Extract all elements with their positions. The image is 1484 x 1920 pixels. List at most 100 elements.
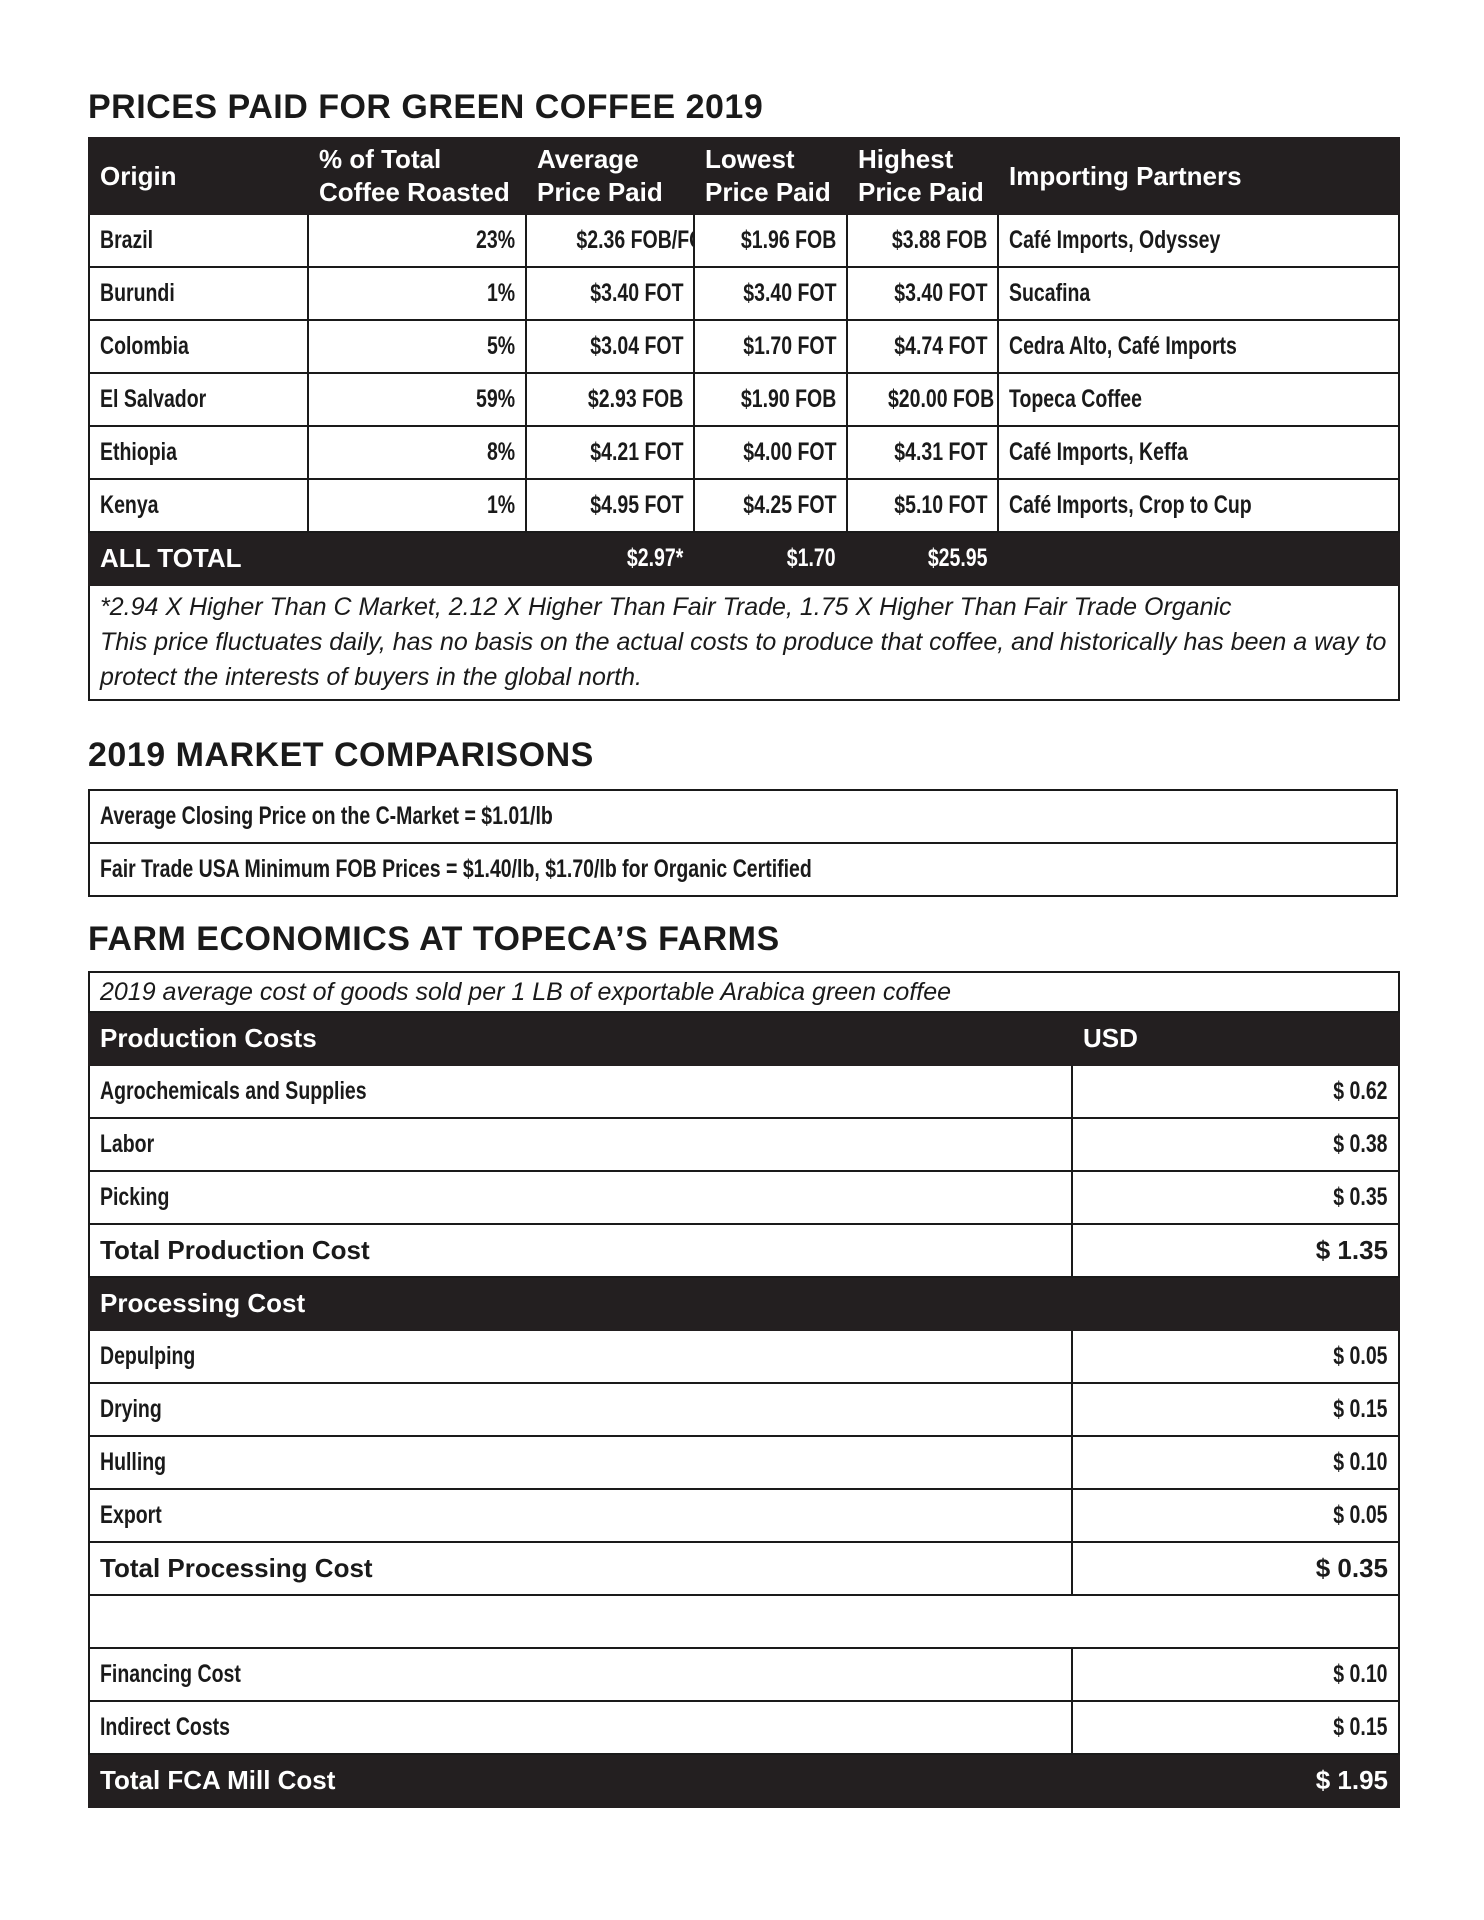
prices-header-row: Origin % of Total Coffee Roasted Average… <box>88 137 1400 215</box>
col-percent: % of Total Coffee Roasted <box>307 137 527 215</box>
cost-row: Labor $ 0.38 <box>88 1117 1400 1172</box>
price-cell: Cedra Alto, Café Imports <box>1009 332 1237 360</box>
price-cell: Café Imports, Odyssey <box>1009 226 1221 254</box>
price-row: Brazil 23% $2.36 FOB/FOT $1.96 FOB $3.88 FOB… <box>88 213 1400 268</box>
cost-value: $ 0.35 <box>1333 1183 1388 1211</box>
total-average: $2.97* <box>626 544 683 572</box>
price-cell: $3.40 FOT <box>589 279 683 307</box>
price-cell: 59% <box>475 385 515 413</box>
total-label: Total FCA Mill Cost <box>88 1753 1073 1808</box>
cost-label: Drying <box>100 1395 162 1423</box>
cost-value: $ 0.15 <box>1333 1713 1388 1741</box>
cost-value: $ 0.10 <box>1333 1448 1388 1476</box>
price-cell: $5.10 FOT <box>893 491 987 519</box>
price-cell: $2.93 FOB <box>587 385 683 413</box>
price-cell: 1% <box>486 491 515 519</box>
total-lowest: $1.70 <box>787 544 836 572</box>
total-label: Total Production Cost <box>88 1223 1073 1278</box>
cost-label: Depulping <box>100 1342 196 1370</box>
note-line: *2.94 X Higher Than C Market, 2.12 X Hig… <box>100 593 1232 621</box>
price-row: Ethiopia 8% $4.21 FOT $4.00 FOT $4.31 FOT Caf… <box>88 425 1400 480</box>
note-line: This price fluctuates daily, has no basi… <box>100 628 1387 691</box>
price-cell: $3.40 FOT <box>742 279 836 307</box>
price-cell: $1.90 FOB <box>740 385 836 413</box>
farm-subtitle: 2019 average cost of goods sold per 1 LB… <box>88 971 1400 1013</box>
price-cell: Café Imports, Crop to Cup <box>1009 491 1252 519</box>
price-cell: Colombia <box>100 332 189 360</box>
cost-label: Financing Cost <box>100 1660 241 1688</box>
price-cell: $1.96 FOB <box>740 226 836 254</box>
price-cell: Café Imports, Keffa <box>1009 438 1188 466</box>
total-label: ALL TOTAL <box>88 531 309 586</box>
total-value: $ 1.95 <box>1071 1753 1400 1808</box>
total-row: ALL TOTAL $2.97* $1.70 $25.95 <box>88 531 1400 586</box>
total-cost-row: Total Production Cost $ 1.35 <box>88 1223 1400 1278</box>
price-cell: 8% <box>486 438 515 466</box>
cost-label: Picking <box>100 1183 170 1211</box>
price-cell: $4.21 FOT <box>589 438 683 466</box>
total-cost-row: Total Processing Cost $ 0.35 <box>88 1541 1400 1596</box>
price-cell: $4.25 FOT <box>742 491 836 519</box>
farm-title: FARM ECONOMICS AT TOPECA’S FARMS <box>88 920 780 958</box>
price-cell: $3.40 FOT <box>893 279 987 307</box>
cost-row: Hulling $ 0.10 <box>88 1435 1400 1490</box>
price-cell: $3.88 FOB <box>891 226 987 254</box>
cost-value: $ 0.62 <box>1333 1077 1388 1105</box>
cost-label: Agrochemicals and Supplies <box>100 1077 367 1105</box>
market-row: Fair Trade USA Minimum FOB Prices = $1.4… <box>100 855 812 883</box>
price-cell: El Salvador <box>100 385 207 413</box>
market-row: Average Closing Price on the C-Market = … <box>100 802 553 830</box>
price-note: *2.94 X Higher Than C Market, 2.12 X Hig… <box>88 584 1400 701</box>
price-cell: $4.31 FOT <box>893 438 987 466</box>
prices-table: Origin % of Total Coffee Roasted Average… <box>88 137 1400 701</box>
price-row: El Salvador 59% $2.93 FOB $1.90 FOB $20.00 F… <box>88 372 1400 427</box>
price-cell: $3.04 FOT <box>589 332 683 360</box>
market-table: Average Closing Price on the C-Market = … <box>88 789 1398 897</box>
price-cell: Topeca Coffee <box>1009 385 1142 413</box>
total-cost-row: Total FCA Mill Cost $ 1.95 <box>88 1753 1400 1808</box>
price-cell: $4.74 FOT <box>893 332 987 360</box>
cost-value: $ 0.05 <box>1333 1501 1388 1529</box>
price-cell: $1.70 FOT <box>742 332 836 360</box>
col-average: Average Price Paid <box>525 137 695 215</box>
prices-title: PRICES PAID FOR GREEN COFFEE 2019 <box>88 88 764 126</box>
price-row: Kenya 1% $4.95 FOT $4.25 FOT $5.10 FOT Café I… <box>88 478 1400 533</box>
production-header: Production Costs <box>88 1011 1073 1066</box>
col-lowest: Lowest Price Paid <box>693 137 848 215</box>
price-cell: $4.95 FOT <box>589 491 683 519</box>
price-cell: Kenya <box>100 491 159 519</box>
price-cell: $2.36 FOB/FOT <box>576 226 692 254</box>
cost-label: Labor <box>100 1130 155 1158</box>
price-cell: 5% <box>486 332 515 360</box>
price-cell: $20.00 FOB <box>887 385 995 413</box>
price-cell: Burundi <box>100 279 175 307</box>
total-value: $ 1.35 <box>1071 1223 1400 1278</box>
cost-label: Indirect Costs <box>100 1713 231 1741</box>
cost-value: $ 0.05 <box>1333 1342 1388 1370</box>
total-label: Total Processing Cost <box>88 1541 1073 1596</box>
spacer-row <box>88 1594 1400 1649</box>
price-row: Colombia 5% $3.04 FOT $1.70 FOT $4.74 FOT Ced… <box>88 319 1400 374</box>
price-row: Burundi 1% $3.40 FOT $3.40 FOT $3.40 FOT Suca… <box>88 266 1400 321</box>
cost-row: Financing Cost $ 0.10 <box>88 1647 1400 1702</box>
col-partners: Importing Partners <box>997 137 1400 215</box>
cost-row: Drying $ 0.15 <box>88 1382 1400 1437</box>
cost-value: $ 0.10 <box>1333 1660 1388 1688</box>
col-highest: Highest Price Paid <box>846 137 999 215</box>
farm-table: 2019 average cost of goods sold per 1 LB… <box>88 971 1400 1808</box>
total-value: $ 0.35 <box>1071 1541 1400 1596</box>
total-highest: $25.95 <box>927 544 987 572</box>
cost-value: $ 0.15 <box>1333 1395 1388 1423</box>
cost-row: Agrochemicals and Supplies $ 0.62 <box>88 1064 1400 1119</box>
price-cell: $4.00 FOT <box>742 438 836 466</box>
cost-row: Depulping $ 0.05 <box>88 1329 1400 1384</box>
price-cell: 1% <box>486 279 515 307</box>
cost-label: Export <box>100 1501 162 1529</box>
cost-value: $ 0.38 <box>1333 1130 1388 1158</box>
processing-header: Processing Cost <box>88 1276 1400 1331</box>
cost-row: Indirect Costs $ 0.15 <box>88 1700 1400 1755</box>
price-cell: 23% <box>475 226 515 254</box>
cost-row: Export $ 0.05 <box>88 1488 1400 1543</box>
price-cell: Brazil <box>100 226 154 254</box>
cost-row: Picking $ 0.35 <box>88 1170 1400 1225</box>
